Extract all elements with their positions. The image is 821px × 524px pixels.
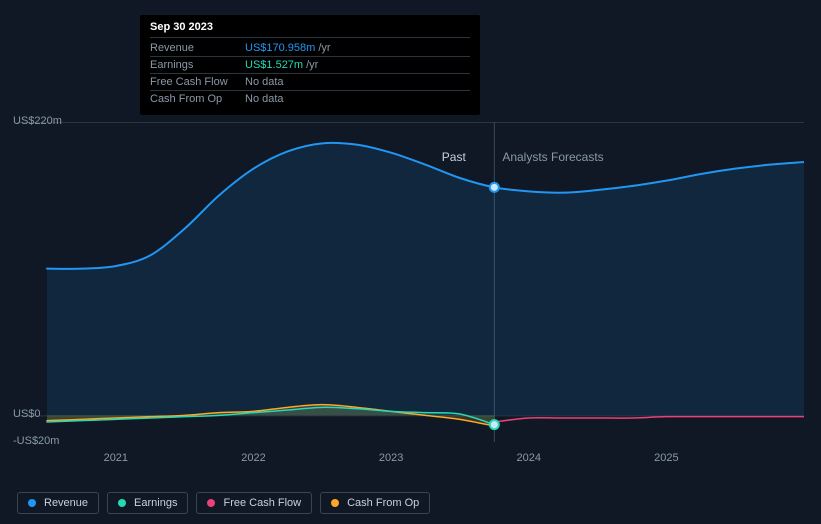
tooltip-row-value: US$170.958m [245,42,315,54]
legend-label: Free Cash Flow [223,497,301,509]
x-tick-label: 2022 [241,452,265,464]
legend-item-earnings[interactable]: Earnings [107,492,188,514]
legend-dot-icon [118,499,126,507]
y-tick-label: -US$20m [13,435,68,447]
tooltip-row-value: No data [245,76,284,88]
legend-label: Cash From Op [347,497,419,509]
y-tick-label: US$220m [13,115,68,127]
tooltip-date: Sep 30 2023 [150,21,470,38]
x-tick-label: 2025 [654,452,678,464]
tooltip-rows: RevenueUS$170.958m/yrEarningsUS$1.527m/y… [150,40,470,107]
legend-label: Revenue [44,497,88,509]
chart-tooltip: Sep 30 2023 RevenueUS$170.958m/yrEarning… [140,15,480,115]
section-label-forecast: Analysts Forecasts [502,150,603,164]
tooltip-row-unit: /yr [318,42,330,54]
chart-legend: Revenue Earnings Free Cash Flow Cash From O… [17,492,430,514]
legend-dot-icon [207,499,215,507]
tooltip-row: EarningsUS$1.527m/yr [150,57,470,74]
legend-item-free_cash_flow[interactable]: Free Cash Flow [196,492,312,514]
x-tick-label: 2023 [379,452,403,464]
tooltip-row-label: Free Cash Flow [150,76,245,88]
legend-label: Earnings [134,497,177,509]
legend-dot-icon [28,499,36,507]
tooltip-row-label: Revenue [150,42,245,54]
tooltip-row: Cash From OpNo data [150,91,470,107]
tooltip-row-value: No data [245,93,284,105]
tooltip-row-unit: /yr [306,59,318,71]
tooltip-row-value: US$1.527m [245,59,303,71]
chart-area[interactable] [17,122,804,442]
legend-item-cash_from_op[interactable]: Cash From Op [320,492,430,514]
tooltip-row-label: Earnings [150,59,245,71]
legend-dot-icon [331,499,339,507]
y-tick-label: US$0 [13,408,68,420]
tooltip-row: Free Cash FlowNo data [150,74,470,91]
section-label-past: Past [442,150,466,164]
tooltip-row: RevenueUS$170.958m/yr [150,40,470,57]
tooltip-row-label: Cash From Op [150,93,245,105]
legend-item-revenue[interactable]: Revenue [17,492,99,514]
chart-svg [17,122,804,442]
x-tick-label: 2021 [104,452,128,464]
x-tick-label: 2024 [516,452,540,464]
